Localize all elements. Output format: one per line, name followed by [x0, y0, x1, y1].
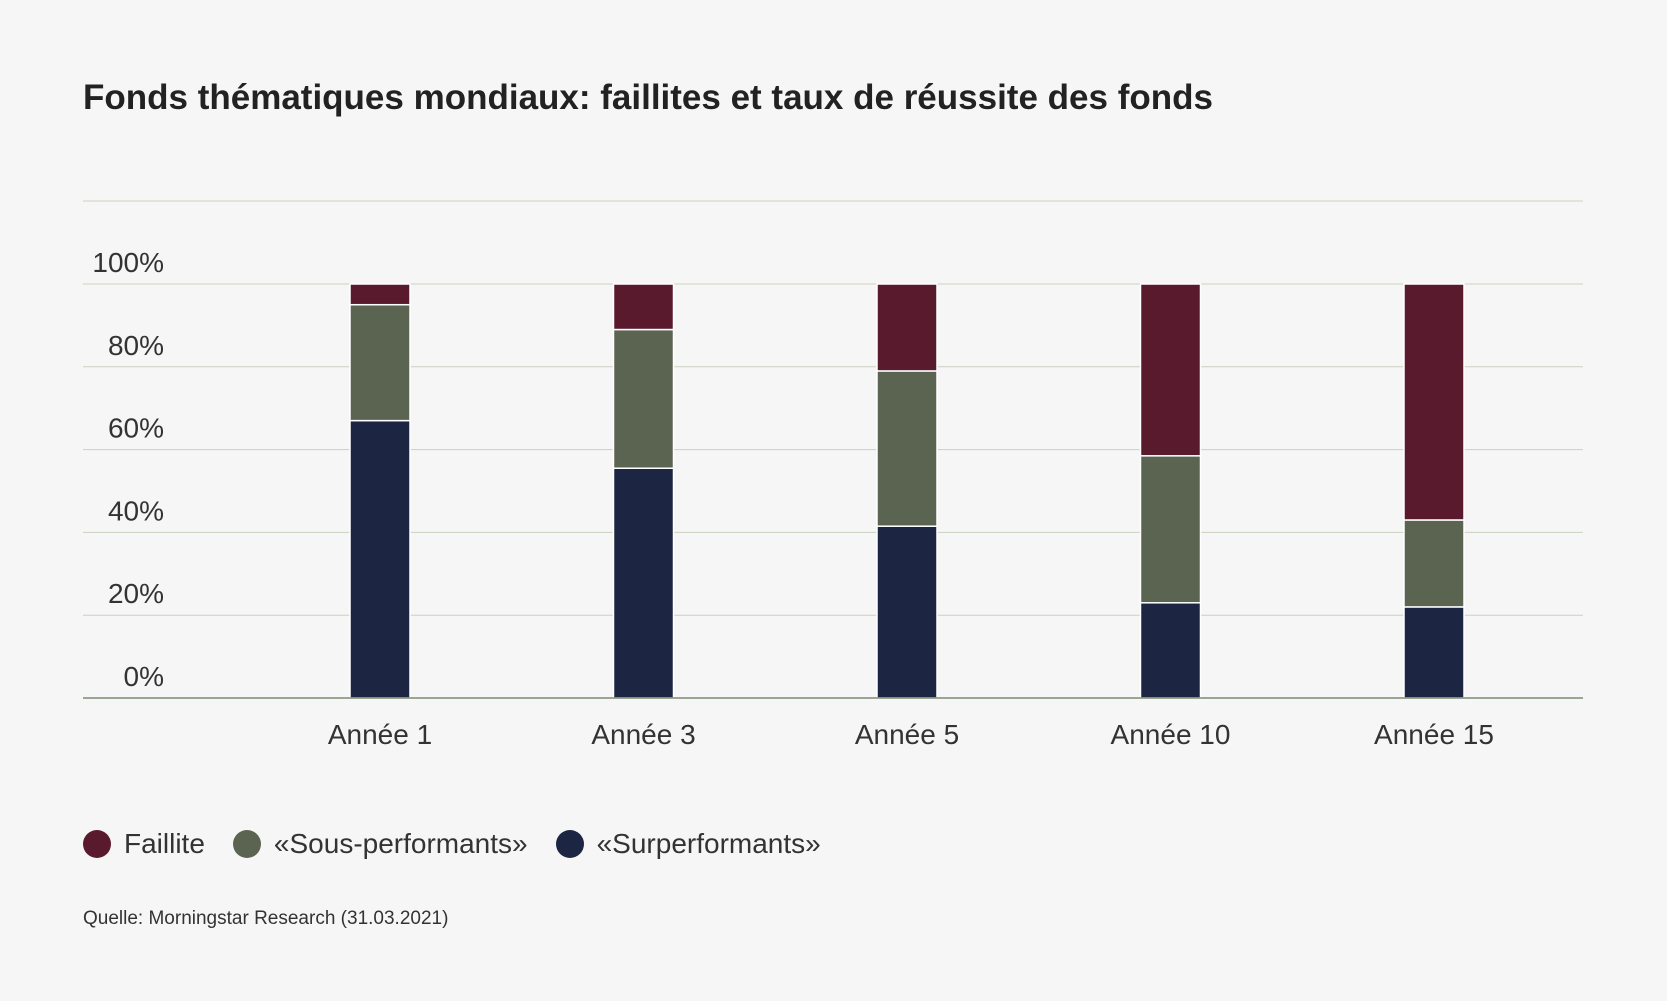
bar-segment — [349, 303, 411, 422]
bar-segment — [612, 467, 675, 699]
y-tick-label: 40% — [108, 495, 164, 526]
bar-segment — [612, 328, 675, 469]
legend-swatch-surperformants — [555, 830, 584, 858]
bar-segment — [1403, 519, 1465, 608]
legend-swatch-faillite — [83, 830, 111, 858]
legend-label-sous-performants: «Sous-performants» — [273, 828, 528, 859]
bar-segment — [612, 283, 675, 331]
bar-segment — [1139, 455, 1202, 604]
bar-segment — [876, 283, 938, 372]
y-tick-label: 20% — [108, 578, 164, 609]
bar-segment — [1139, 602, 1202, 699]
chart-legend: Faillite «Sous-performants» «Surperforma… — [83, 828, 849, 860]
bar-segment — [349, 419, 411, 699]
x-tick-label: Année 3 — [591, 719, 695, 750]
y-tick-label: 60% — [108, 413, 164, 444]
legend-item-sous-performants: «Sous-performants» — [232, 828, 528, 860]
x-tick-label: Année 10 — [1111, 719, 1231, 750]
y-tick-label: 100% — [92, 247, 164, 278]
source-note: Quelle: Morningstar Research (31.03.2021… — [83, 908, 449, 929]
bar-segment — [1403, 283, 1465, 521]
bar-segment — [1139, 283, 1202, 457]
legend-item-faillite: Faillite — [83, 828, 205, 860]
x-tick-label: Année 1 — [328, 719, 432, 750]
x-tick-label: Année 5 — [855, 719, 959, 750]
legend-swatch-sous-performants — [232, 830, 261, 858]
legend-item-surperformants: «Surperformants» — [555, 828, 821, 860]
x-tick-label: Année 15 — [1374, 719, 1494, 750]
bar-segment — [876, 525, 938, 699]
y-tick-label: 0% — [124, 661, 164, 692]
chart-title: Fonds thématiques mondiaux: faillites et… — [83, 78, 1213, 117]
legend-label-surperformants: «Surperformants» — [596, 828, 821, 859]
legend-label-faillite: Faillite — [124, 828, 205, 859]
y-tick-label: 80% — [108, 330, 164, 361]
bar-segment — [349, 283, 411, 306]
bar-segment — [1403, 606, 1465, 699]
bar-segment — [876, 370, 938, 527]
